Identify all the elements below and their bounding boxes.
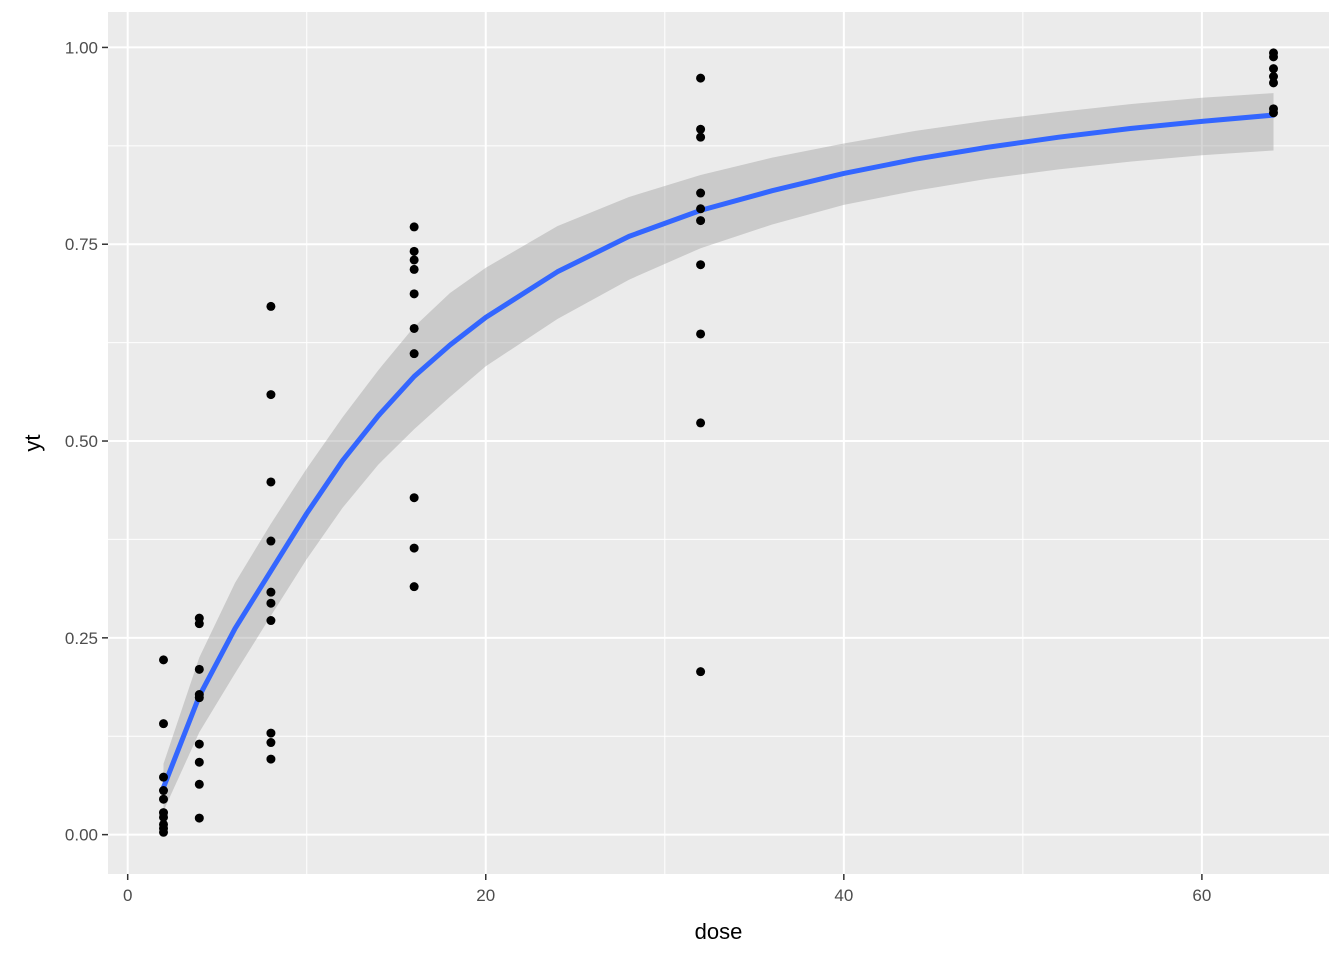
data-point [266, 598, 276, 608]
data-point [696, 124, 706, 134]
confidence-band [163, 93, 1274, 812]
data-point [696, 188, 706, 198]
data-point [266, 536, 276, 546]
data-point [409, 543, 419, 553]
data-point [194, 739, 204, 749]
data-point [266, 616, 276, 626]
y-axis: 0.00 0.25 0.50 0.75 1.00 [65, 38, 108, 845]
data-point [409, 582, 419, 592]
data-point [266, 390, 276, 400]
y-tick-label: 0.25 [65, 629, 98, 648]
y-tick-label: 0.75 [65, 235, 98, 254]
data-point [696, 216, 706, 226]
y-tick-label: 0.00 [65, 826, 98, 845]
data-point [1269, 108, 1278, 118]
panel-background [108, 12, 1329, 874]
x-tick-label: 60 [1192, 886, 1211, 905]
grid-minor [108, 12, 1329, 874]
data-point [159, 827, 168, 837]
data-point [159, 719, 168, 729]
grid-major [108, 12, 1329, 874]
data-point [266, 301, 276, 311]
x-axis-title: dose [695, 919, 743, 944]
data-point [194, 693, 204, 703]
data-point [1269, 72, 1278, 82]
data-point [194, 779, 204, 789]
data-point [266, 728, 276, 738]
data-point [409, 493, 419, 503]
data-point [696, 73, 706, 83]
data-point [696, 418, 706, 428]
data-points [159, 48, 1278, 837]
data-point [194, 664, 204, 674]
data-point [409, 222, 419, 232]
data-point [696, 260, 706, 270]
data-point [1269, 78, 1278, 88]
data-point [409, 255, 419, 265]
data-point [696, 329, 706, 339]
data-point [1269, 52, 1278, 62]
data-point [159, 772, 168, 782]
data-point [409, 264, 419, 274]
data-point [266, 477, 276, 487]
y-tick-label: 0.50 [65, 432, 98, 451]
y-axis-title: yt [20, 434, 45, 451]
data-point [194, 757, 204, 767]
data-point [194, 813, 204, 823]
data-point [696, 667, 706, 677]
data-point [1269, 64, 1278, 74]
data-point [409, 246, 419, 256]
data-point [409, 289, 419, 299]
data-point [266, 754, 276, 764]
x-tick-label: 0 [123, 886, 132, 905]
data-point [159, 655, 168, 665]
data-point [159, 794, 168, 804]
x-axis: 0 20 40 60 [123, 874, 1211, 905]
data-point [159, 812, 168, 822]
data-point [266, 738, 276, 748]
data-point [159, 786, 168, 796]
data-point [409, 323, 419, 333]
data-point [409, 349, 419, 359]
data-point [194, 619, 204, 629]
x-tick-label: 20 [476, 886, 495, 905]
data-point [266, 587, 276, 597]
x-tick-label: 40 [834, 886, 853, 905]
data-point [696, 204, 706, 214]
smooth-line [161, 112, 1276, 790]
y-tick-label: 1.00 [65, 38, 98, 57]
data-point [696, 132, 706, 142]
